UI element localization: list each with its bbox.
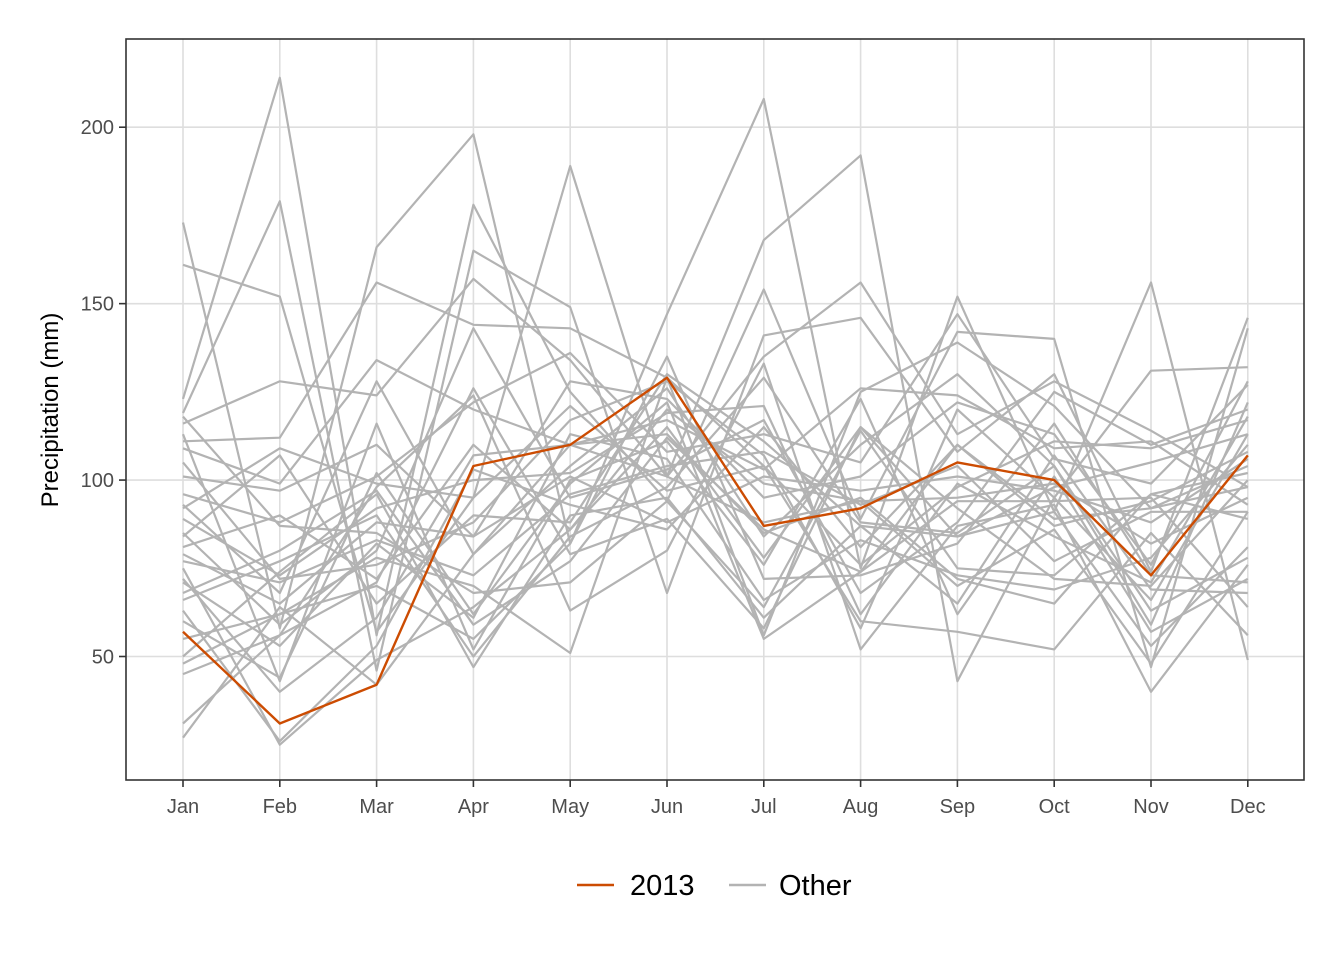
y-tick-label-150: 150 [81, 294, 114, 316]
x-tick-label-sep: Sep [940, 796, 976, 818]
other-year-line [182, 277, 1249, 489]
x-tick-label-mar: Mar [359, 796, 394, 818]
other-year-line [182, 454, 1248, 669]
other-year-line [182, 426, 1249, 746]
y-tick-label-200: 200 [81, 117, 114, 139]
other-year-line [182, 436, 1249, 626]
legend: 2013 Other [577, 870, 852, 902]
x-tick-label-may: May [551, 796, 589, 818]
legend-label-2013: 2013 [630, 870, 695, 902]
x-axis: Jan Feb Mar Apr May Jun Jul Aug Sep Oct Nov Dec [167, 780, 1266, 818]
x-tick-label-nov: Nov [1133, 796, 1169, 818]
y-axis-title: Precipitation (mm) [37, 313, 64, 508]
x-tick-label-aug: Aug [843, 796, 879, 818]
other-year-line [181, 397, 1249, 683]
other-year-line [182, 373, 1249, 605]
other-year-line [182, 327, 1249, 626]
y-axis: 50 100 150 200 [81, 117, 126, 669]
other-year-line [182, 426, 1249, 743]
other-year-line [181, 76, 1249, 669]
other-years-lines [181, 76, 1249, 746]
highlight-line-2013 [182, 376, 1249, 725]
plot-border [125, 38, 1305, 781]
y-tick-label-100: 100 [81, 470, 114, 492]
x-tick-label-apr: Apr [458, 796, 489, 818]
other-year-line [182, 281, 1249, 637]
other-year-line [182, 387, 1249, 725]
other-year-line [182, 380, 1249, 566]
other-year-line [181, 97, 1249, 661]
x-tick-label-jun: Jun [651, 796, 683, 818]
x-tick-label-jan: Jan [167, 796, 199, 818]
other-year-line [182, 415, 1249, 609]
x-tick-label-jul: Jul [751, 796, 777, 818]
other-year-line [182, 380, 1249, 630]
other-year-line [182, 313, 1249, 524]
other-year-line [182, 404, 1249, 616]
x-tick-label-feb: Feb [263, 796, 297, 818]
x-tick-label-dec: Dec [1230, 796, 1266, 818]
other-year-line [182, 433, 1249, 648]
legend-label-other: Other [779, 870, 852, 902]
other-year-line [182, 376, 1249, 658]
y-tick-label-50: 50 [92, 647, 114, 669]
highlight-line-group [182, 376, 1249, 725]
other-year-line [182, 443, 1249, 739]
x-tick-label-oct: Oct [1039, 796, 1071, 818]
